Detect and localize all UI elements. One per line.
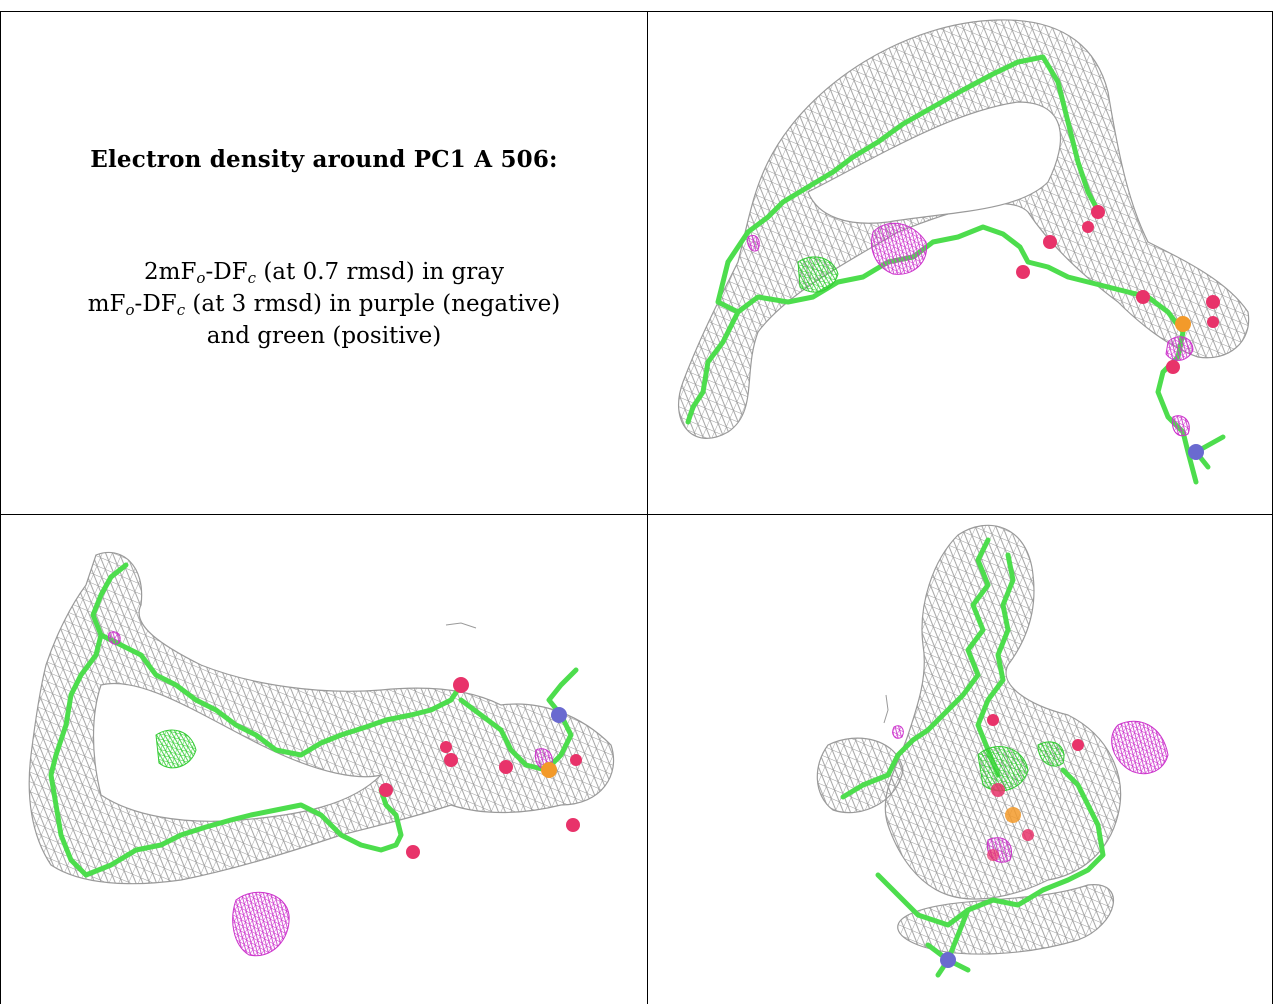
density-view-top-right	[648, 12, 1272, 514]
ligand-atoms	[940, 714, 1084, 968]
positive-density-blobs	[977, 741, 1065, 792]
ligand-carbon-chain	[840, 537, 1106, 978]
caption-cell: Electron density around PC1 A 506: 2mFo-…	[1, 12, 647, 514]
positive-density-blobs	[155, 729, 197, 769]
ligand-atoms	[1016, 205, 1220, 460]
legend-line-fofc: mFo-DFc (at 3 rmsd) in purple (negative)	[87, 291, 561, 319]
negative-density-blobs	[108, 631, 553, 957]
ligand-atoms	[379, 677, 582, 859]
border-top	[0, 11, 1273, 12]
legend-line-colors: and green (positive)	[206, 323, 442, 349]
density-fragment	[445, 622, 477, 629]
figure-title: Electron density around PC1 A 506:	[90, 146, 558, 173]
negative-density-blobs	[747, 222, 1194, 437]
density-fragment	[883, 694, 889, 724]
density-view-bottom-right	[648, 515, 1272, 1004]
border-middle-horizontal	[0, 514, 1273, 515]
border-left	[0, 11, 1, 1004]
ligand-carbon-chain	[48, 562, 579, 878]
density-mesh-2fofc	[28, 551, 615, 885]
border-middle-vertical	[647, 11, 648, 1004]
density-view-bottom-left	[1, 515, 647, 1004]
density-mesh-2fofc	[816, 524, 1122, 955]
legend: 2mFo-DFc (at 0.7 rmsd) in gray mFo-DFc (…	[1, 256, 647, 352]
density-mesh-2fofc	[678, 19, 1250, 439]
positive-density-blobs	[797, 256, 839, 293]
legend-line-2fofc: 2mFo-DFc (at 0.7 rmsd) in gray	[144, 259, 504, 287]
